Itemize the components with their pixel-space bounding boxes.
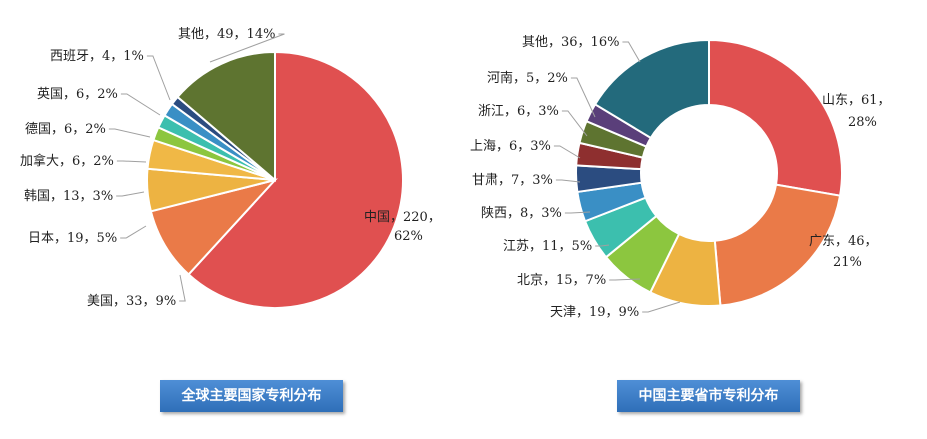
slice-label: 浙江，6，3% [478,104,559,119]
slice-label: 河南，5，2% [487,70,568,86]
slice-label: 德国，6，2% [25,122,106,137]
leader-line [570,77,596,118]
pie-slice [593,38,710,140]
slice-label: 韩国，13，3% [24,189,113,204]
slice-label: 日本，19，5% [28,231,117,246]
slice-label: 62% [394,229,423,244]
slice-label: 天津，19，9% [550,305,639,320]
leader-line [553,145,581,159]
slice-label: 陕西，8，3% [481,206,562,221]
leader-line [595,244,610,247]
slice-label: 江苏，11，5% [503,238,592,254]
leader-line [555,179,581,183]
leader-line [564,211,591,214]
leader-line [116,160,147,163]
leader-line [116,191,145,197]
slice-label: 西班牙，4，1% [50,49,144,64]
leader-line [146,55,171,101]
slice-label: 美国，33，9% [87,294,176,309]
slice-label: 甘肃，7，3% [472,173,553,188]
chart-title-global: 全球主要国家专利分布 [160,380,343,412]
leader-line [179,274,186,302]
chart-title-china: 中国主要省市专利分布 [617,380,800,412]
slice-label: 山东，61， [822,93,891,108]
leader-line [561,110,588,137]
pie-slice [708,38,843,197]
slice-label: 其他，49，14% [178,27,275,42]
leader-line [209,33,285,63]
leader-line [108,128,151,138]
slice-label: 广东，46， [809,234,878,249]
leader-line [642,301,681,313]
leader-line [609,278,641,281]
slice-label: 其他，36，16% [522,35,619,50]
slice-label: 加拿大，6，2% [20,153,114,169]
leader-line [120,225,147,239]
pie-slice [713,183,842,307]
slice-label: 28% [848,115,877,130]
slice-label: 北京，15，7% [517,273,606,288]
leader-line [120,93,161,116]
slice-label: 21% [833,255,862,270]
leader-line [622,41,641,63]
global-pie: 中国，220， 62% 美国，33，9% 日本，19，5% 韩国，13，3% 加拿大，6，… [20,27,441,309]
slice-label: 上海，6，3% [470,139,551,154]
china-donut: 山东，61， 28% 广东，46， 21% 天津，19，9% 北京，15，7% 江苏，11，… [470,35,891,320]
slice-label: 中国，220， [364,210,441,225]
pie-slice [187,50,404,309]
slice-label: 英国，6，2% [37,87,118,102]
pie-slice [176,50,276,183]
